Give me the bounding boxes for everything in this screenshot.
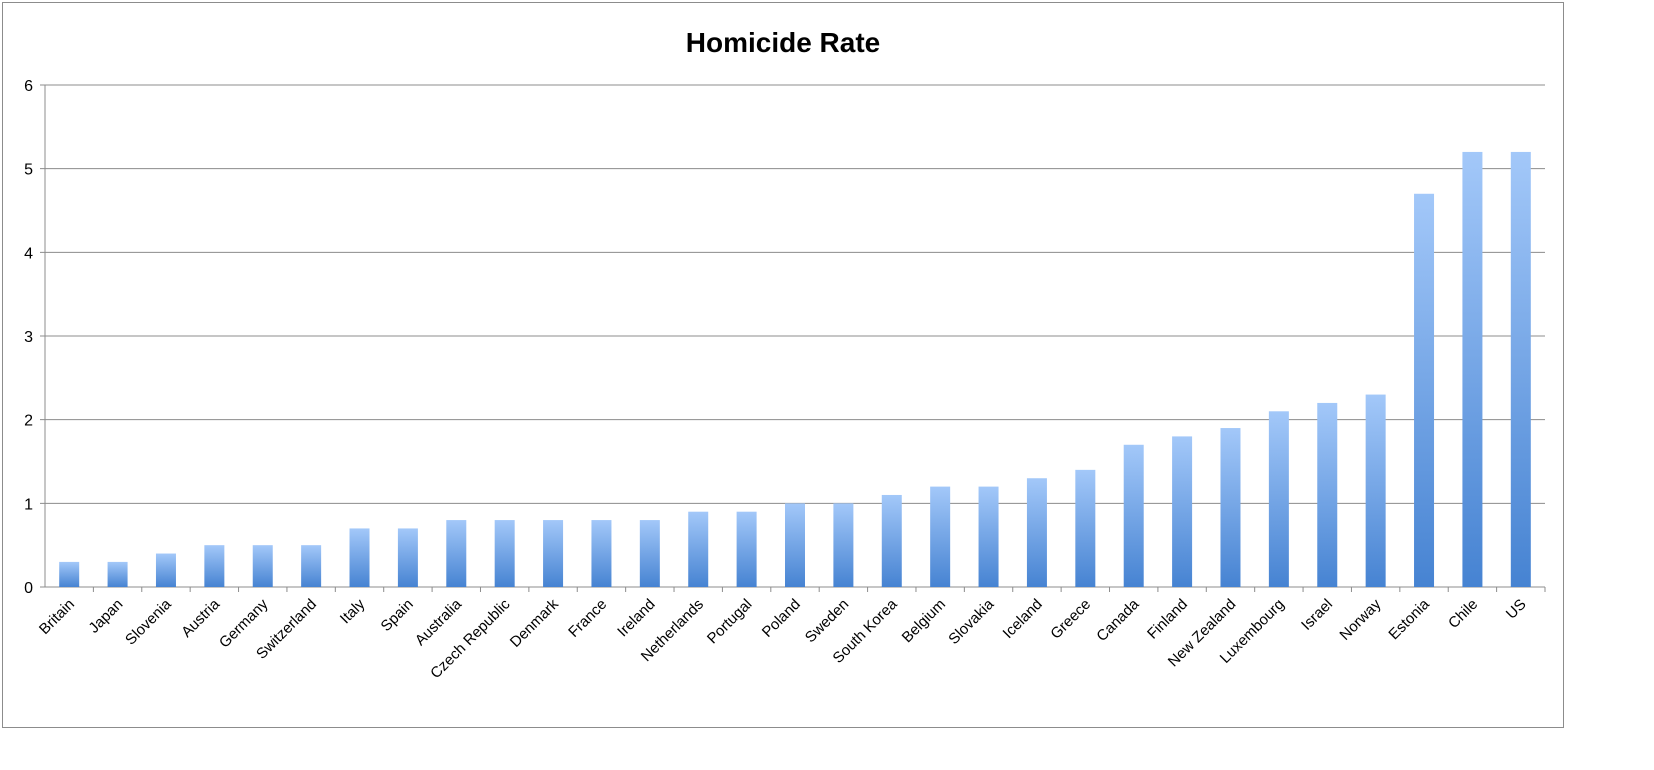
bar-new-zealand [1220, 428, 1241, 587]
bar-spain [397, 528, 418, 587]
bar-czech-republic [494, 520, 515, 587]
bar-australia [446, 520, 467, 587]
bar-estonia [1414, 193, 1435, 587]
bar-greece [1075, 469, 1096, 587]
y-tick-label: 4 [24, 245, 33, 262]
x-tick-label: Italy [337, 595, 369, 627]
bar-belgium [930, 486, 951, 587]
chart-frame [2, 2, 1564, 728]
chart-title: Homicide Rate [686, 27, 881, 58]
x-tick-label: Denmark [507, 595, 562, 650]
bar-france [591, 520, 612, 587]
bar-slovakia [978, 486, 999, 587]
bar-luxembourg [1268, 411, 1289, 587]
bar-ireland [639, 520, 660, 587]
y-tick-label: 3 [24, 329, 33, 346]
bar-sweden [833, 503, 854, 587]
x-tick-label: Israel [1298, 596, 1336, 634]
y-tick-label: 2 [24, 413, 33, 430]
bar-germany [252, 545, 273, 587]
bar-italy [349, 528, 370, 587]
bar-iceland [1026, 478, 1047, 587]
x-tick-label: Austria [178, 595, 223, 640]
x-tick-label: Poland [759, 596, 804, 641]
bar-denmark [543, 520, 564, 587]
bar-chile [1462, 151, 1483, 587]
x-tick-label: Finland [1144, 596, 1191, 643]
y-tick-label: 1 [24, 496, 33, 513]
y-tick-label: 0 [24, 580, 33, 597]
y-tick-label: 5 [24, 162, 33, 179]
x-tick-label: US [1503, 596, 1530, 623]
bar-slovenia [155, 553, 176, 587]
bar-israel [1317, 402, 1338, 587]
bar-us [1510, 151, 1531, 587]
bar-canada [1123, 444, 1144, 587]
x-tick-label: Iceland [1000, 596, 1046, 642]
x-tick-label: Britain [36, 596, 78, 638]
x-tick-label: Spain [378, 596, 417, 635]
x-tick-label: Belgium [899, 596, 949, 646]
bar-norway [1365, 394, 1386, 587]
bar-portugal [736, 511, 757, 587]
bar-switzerland [301, 545, 322, 587]
x-tick-label: Japan [85, 596, 126, 637]
x-tick-label: Ireland [614, 596, 658, 640]
x-tick-label: France [565, 596, 610, 641]
y-tick-label: 6 [24, 78, 33, 95]
x-tick-label: Chile [1445, 596, 1481, 632]
bar-austria [204, 545, 225, 587]
bar-netherlands [688, 511, 709, 587]
bar-poland [785, 503, 805, 587]
bar-britain [59, 561, 80, 587]
x-tick-label: Canada [1093, 595, 1143, 645]
x-tick-label: Portugal [704, 596, 756, 648]
bar-finland [1172, 436, 1193, 587]
x-tick-label: Slovakia [945, 595, 998, 648]
x-tick-label: Greece [1047, 596, 1094, 643]
x-tick-label: Norway [1336, 595, 1384, 643]
x-tick-label: Estonia [1385, 595, 1433, 643]
bar-japan [107, 561, 128, 587]
x-tick-label: Slovenia [122, 595, 175, 648]
bar-south-korea [881, 494, 902, 587]
